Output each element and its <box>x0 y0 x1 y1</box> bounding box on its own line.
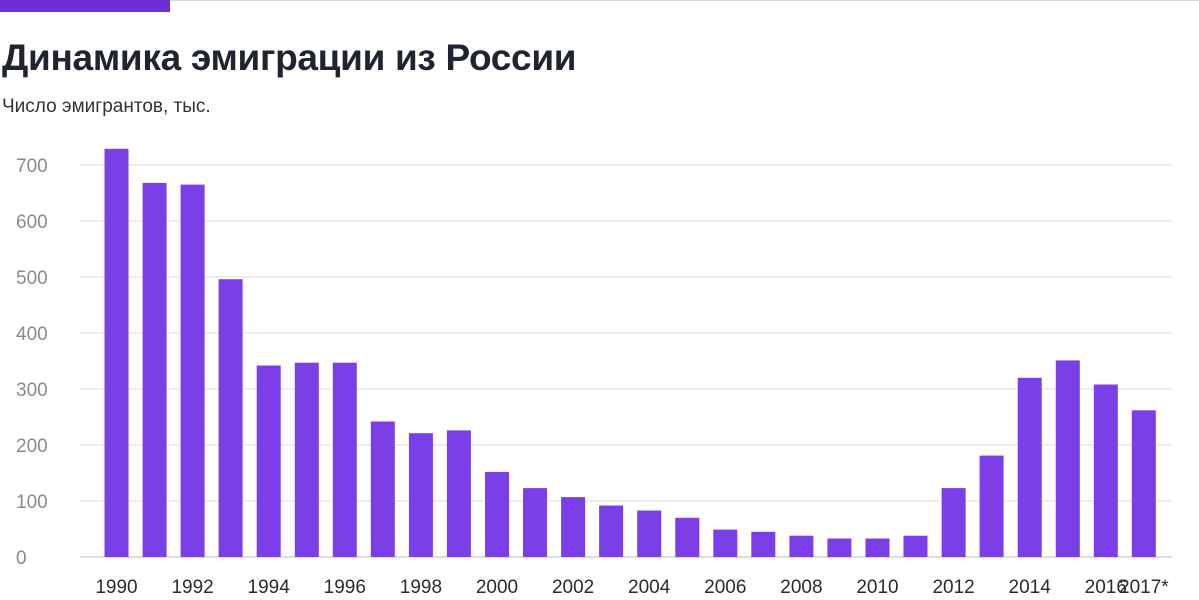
y-tick-label: 300 <box>16 380 48 401</box>
chart-title: Динамика эмиграции из России <box>2 37 577 78</box>
x-tick-label: 2008 <box>780 577 822 598</box>
bar-2008 <box>789 535 814 557</box>
top-divider <box>170 0 1199 1</box>
y-tick-label: 400 <box>16 324 48 345</box>
bar-1990 <box>104 148 129 558</box>
y-tick-label: 700 <box>16 156 48 177</box>
x-tick-label: 1992 <box>171 577 213 598</box>
bar-2001 <box>523 488 547 557</box>
bar-2016 <box>1093 384 1118 557</box>
bar-2015 <box>1055 360 1080 557</box>
bar-1992 <box>180 184 205 557</box>
bar-2000 <box>485 471 509 557</box>
bar-1997 <box>370 421 395 557</box>
bar-1996 <box>332 362 357 557</box>
x-tick-label: 2014 <box>1009 577 1052 598</box>
bar-1994 <box>256 365 281 557</box>
y-tick-label: 100 <box>16 492 48 513</box>
bar-2017 <box>1131 410 1156 557</box>
bar-2004 <box>637 510 662 557</box>
bar-1993 <box>218 279 243 557</box>
x-tick-label: 2016 <box>1085 577 1127 598</box>
x-tick-label: 1994 <box>248 577 291 598</box>
x-tick-label: 2004 <box>628 577 671 598</box>
y-tick-label: 500 <box>16 268 48 289</box>
x-axis-ticks: 1990 1992 1994 1996 1998 2000 2002 2004 2006 2008… <box>95 577 1169 598</box>
bar-2013 <box>979 455 1004 557</box>
x-tick-label: 2012 <box>932 577 974 598</box>
bar-2005 <box>675 517 700 557</box>
x-tick-label: 2010 <box>856 577 898 598</box>
x-tick-label: 2017* <box>1119 577 1169 598</box>
x-tick-label: 1996 <box>324 577 366 598</box>
chart-subtitle: Число эмигрантов, тыс. <box>2 96 211 117</box>
x-tick-label: 2006 <box>704 577 746 598</box>
bar-2011 <box>903 535 928 557</box>
x-tick-label: 1998 <box>400 577 442 598</box>
y-tick-label: 0 <box>16 548 27 569</box>
bars <box>104 148 1156 558</box>
top-accent-bar <box>0 0 170 12</box>
bar-1998 <box>408 433 433 557</box>
bar-2014 <box>1017 377 1042 557</box>
bar-2012 <box>941 488 966 557</box>
y-axis-ticks: 0 100 200 300 400 500 600 700 <box>16 156 48 569</box>
bar-2007 <box>751 531 776 557</box>
x-tick-label: 2000 <box>476 577 518 598</box>
bar-1999 <box>446 430 471 557</box>
x-tick-label: 1990 <box>95 577 137 598</box>
y-tick-label: 600 <box>16 212 48 233</box>
bar-2009 <box>827 538 852 557</box>
bar-2010 <box>865 538 890 557</box>
gridlines <box>80 164 1172 558</box>
x-tick-label: 2002 <box>552 577 594 598</box>
y-tick-label: 200 <box>16 436 48 457</box>
bar-2002 <box>561 497 586 557</box>
bar-2006 <box>713 529 738 557</box>
bar-2003 <box>599 505 624 557</box>
bar-1991 <box>142 182 167 557</box>
bar-1995 <box>294 362 319 557</box>
